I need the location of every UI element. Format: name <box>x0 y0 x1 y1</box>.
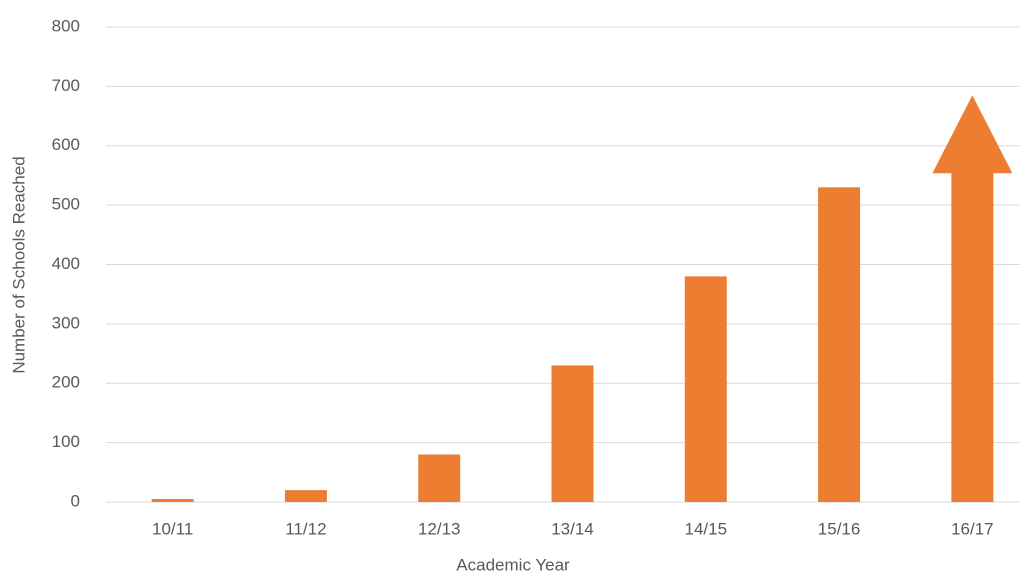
y-tick-label: 800 <box>52 16 80 35</box>
bar <box>551 365 594 502</box>
arrow-bar <box>932 95 1013 502</box>
y-tick-label: 400 <box>52 254 80 273</box>
bar <box>284 490 327 502</box>
y-tick-label: 700 <box>52 76 80 95</box>
y-tick-label: 200 <box>52 373 80 392</box>
x-tick-label: 14/15 <box>685 519 728 538</box>
bar <box>818 187 861 502</box>
y-tick-label: 300 <box>52 313 80 332</box>
y-tick-label: 500 <box>52 195 80 214</box>
y-tick-label: 100 <box>52 432 80 451</box>
x-tick-label: 16/17 <box>951 519 994 538</box>
x-tick-label: 15/16 <box>818 519 861 538</box>
x-tick-label: 11/12 <box>285 519 326 538</box>
bar <box>684 276 727 502</box>
x-axis-title: Academic Year <box>456 555 570 574</box>
bar <box>418 454 461 502</box>
x-tick-label: 13/14 <box>551 519 594 538</box>
y-tick-label: 0 <box>71 491 80 510</box>
x-tick-label: 12/13 <box>418 519 461 538</box>
y-tick-label: 600 <box>52 135 80 154</box>
bar <box>151 499 194 502</box>
y-axis-title: Number of Schools Reached <box>9 156 28 373</box>
x-tick-label: 10/11 <box>152 519 193 538</box>
